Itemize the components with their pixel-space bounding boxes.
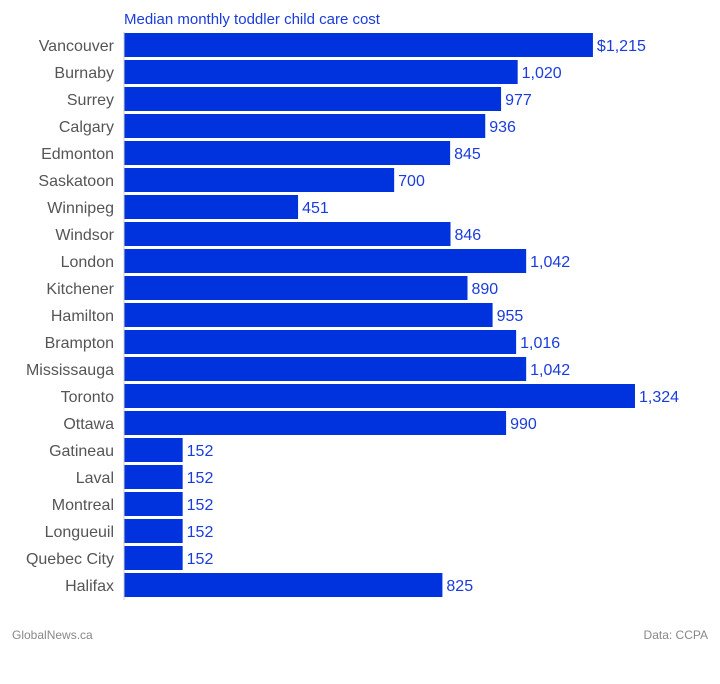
category-label: Montreal (52, 497, 114, 514)
category-label: Toronto (61, 389, 114, 406)
bar-windsor (124, 222, 451, 246)
bars-group: Vancouver $1,215 Burnaby 1,020 Surrey 977 Calg… (26, 33, 679, 597)
category-label: Ottawa (63, 416, 114, 433)
category-label: Windsor (55, 227, 114, 244)
category-label: Burnaby (54, 65, 114, 82)
value-label: 152 (187, 497, 214, 514)
bar-gatineau (124, 438, 183, 462)
bar-halifax (124, 573, 443, 597)
value-label: 700 (398, 173, 425, 190)
bar-longueuil (124, 519, 183, 543)
bar-calgary (124, 114, 486, 138)
footer-source-right: Data: CCPA (643, 628, 708, 642)
value-label: 845 (454, 146, 481, 163)
value-label: 990 (510, 416, 537, 433)
category-label: Quebec City (26, 551, 114, 568)
category-label: Gatineau (49, 443, 114, 460)
value-label: 846 (455, 227, 482, 244)
value-label: 1,016 (520, 335, 560, 352)
chart-title: Median monthly toddler child care cost (124, 11, 381, 28)
category-label: Vancouver (39, 38, 115, 55)
value-label: 152 (187, 443, 214, 460)
bar-vancouver (124, 33, 593, 57)
bar-kitchener (124, 276, 468, 300)
value-label: $1,215 (597, 38, 646, 55)
bar-edmonton (124, 141, 451, 165)
value-label: 1,020 (522, 65, 562, 82)
category-label: Winnipeg (47, 200, 114, 217)
category-label: Brampton (45, 335, 114, 352)
category-label: Saskatoon (38, 173, 114, 190)
bar-london (124, 249, 527, 273)
bar-quebec-city (124, 546, 183, 570)
category-label: Surrey (67, 92, 114, 109)
value-label: 451 (302, 200, 329, 217)
bar-brampton (124, 330, 517, 354)
category-label: Kitchener (46, 281, 114, 298)
bar-surrey (124, 87, 502, 111)
value-label: 955 (497, 308, 524, 325)
category-label: Edmonton (41, 146, 114, 163)
category-label: Laval (76, 470, 114, 487)
value-label: 152 (187, 470, 214, 487)
footer-source-left: GlobalNews.ca (12, 628, 93, 642)
bar-laval (124, 465, 183, 489)
category-label: Longueuil (45, 524, 114, 541)
value-label: 152 (187, 524, 214, 541)
bar-hamilton (124, 303, 493, 327)
category-label: Halifax (65, 578, 114, 595)
bar-saskatoon (124, 168, 395, 192)
value-label: 1,042 (530, 362, 570, 379)
bar-ottawa (124, 411, 507, 435)
bar-winnipeg (124, 195, 299, 219)
bar-burnaby (124, 60, 518, 84)
value-label: 1,324 (639, 389, 679, 406)
category-label: Hamilton (51, 308, 114, 325)
bar-montreal (124, 492, 183, 516)
value-label: 1,042 (530, 254, 570, 271)
value-label: 890 (471, 281, 498, 298)
bar-toronto (124, 384, 635, 408)
value-label: 936 (489, 119, 516, 136)
category-label: Mississauga (26, 362, 114, 379)
value-label: 825 (446, 578, 473, 595)
category-label: Calgary (59, 119, 114, 136)
value-label: 977 (505, 92, 532, 109)
bar-mississauga (124, 357, 527, 381)
value-label: 152 (187, 551, 214, 568)
category-label: London (61, 254, 114, 271)
